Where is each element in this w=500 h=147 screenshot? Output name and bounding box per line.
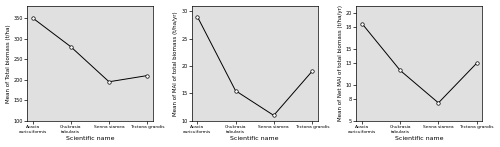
Y-axis label: Mean of Total biomass (t/ha): Mean of Total biomass (t/ha) [6,24,10,103]
X-axis label: Scientific name: Scientific name [230,136,279,141]
X-axis label: Scientific name: Scientific name [395,136,444,141]
X-axis label: Scientific name: Scientific name [66,136,114,141]
Y-axis label: Mean of MAI of total biomass (t/ha/yr): Mean of MAI of total biomass (t/ha/yr) [174,11,178,116]
Y-axis label: Mean of Net MAI of total biomass (t/ha/yr): Mean of Net MAI of total biomass (t/ha/y… [338,5,343,121]
